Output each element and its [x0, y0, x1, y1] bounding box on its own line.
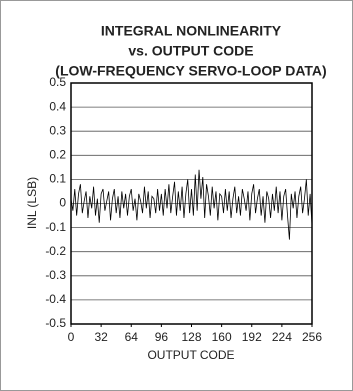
y-tick-label: 0.3 — [49, 123, 66, 137]
data-line — [70, 169, 313, 240]
x-tick-label: 96 — [155, 330, 169, 344]
y-tick-label: -0.3 — [45, 268, 66, 282]
y-axis-label: INL (LSB) — [25, 177, 39, 229]
x-tick-label: 256 — [302, 330, 322, 344]
x-tick-label: 224 — [272, 330, 292, 344]
y-tick-label: 0.2 — [49, 147, 66, 161]
x-tick-label: 192 — [242, 330, 262, 344]
y-tick-label: -0.2 — [45, 244, 66, 258]
chart-title: INTEGRAL NONLINEARITY — [101, 23, 282, 39]
x-tick-label: 160 — [212, 330, 232, 344]
y-tick-label: 0 — [59, 196, 66, 210]
chart-title: vs. OUTPUT CODE — [128, 43, 253, 59]
y-tick-label: -0.4 — [45, 292, 66, 306]
x-tick-label: 64 — [125, 330, 139, 344]
plot-border — [70, 82, 313, 325]
chart-title: (LOW-FREQUENCY SERVO-LOOP DATA) — [55, 63, 326, 79]
x-tick-label: 0 — [68, 330, 75, 344]
x-tick-label: 32 — [94, 330, 108, 344]
x-axis-label: OUTPUT CODE — [147, 348, 234, 362]
y-tick-label: -0.1 — [45, 220, 66, 234]
y-tick-label: -0.5 — [45, 316, 66, 330]
x-tick-label: 128 — [181, 330, 201, 344]
y-tick-label: 0.4 — [49, 99, 66, 113]
y-tick-label: 0.1 — [49, 172, 66, 186]
y-tick-label: 0.5 — [49, 75, 66, 89]
